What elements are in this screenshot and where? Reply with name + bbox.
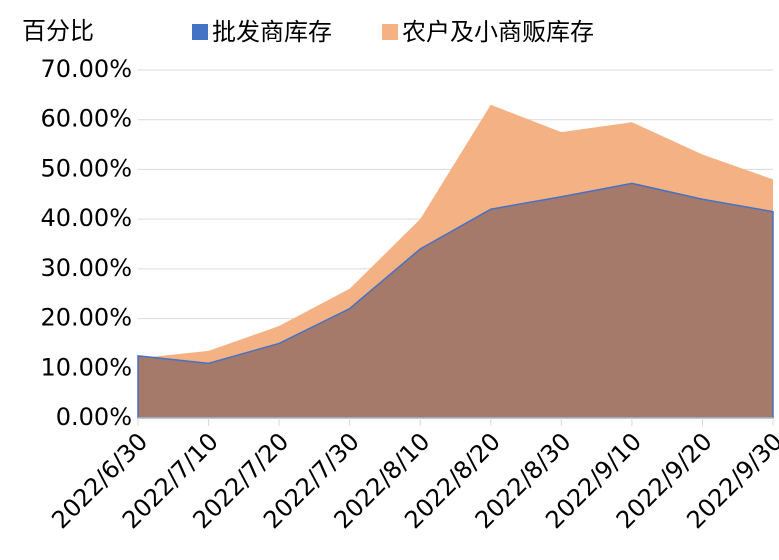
y-tick-label: 60.00% — [40, 105, 132, 133]
y-tick-label: 0.00% — [56, 403, 132, 431]
y-axis-title: 百分比 — [22, 17, 94, 45]
y-tick-label: 20.00% — [40, 304, 132, 332]
legend-swatch — [382, 24, 398, 40]
y-tick-label: 30.00% — [40, 254, 132, 282]
y-tick-label: 70.00% — [40, 55, 132, 83]
area — [137, 182, 774, 419]
legend-swatch — [192, 24, 208, 40]
legend-label: 农户及小商贩库存 — [402, 18, 594, 46]
legend-label: 批发商库存 — [212, 18, 332, 46]
y-tick-label: 50.00% — [40, 154, 132, 182]
y-tick-label: 40.00% — [40, 204, 132, 232]
y-tick-label: 10.00% — [40, 353, 132, 381]
